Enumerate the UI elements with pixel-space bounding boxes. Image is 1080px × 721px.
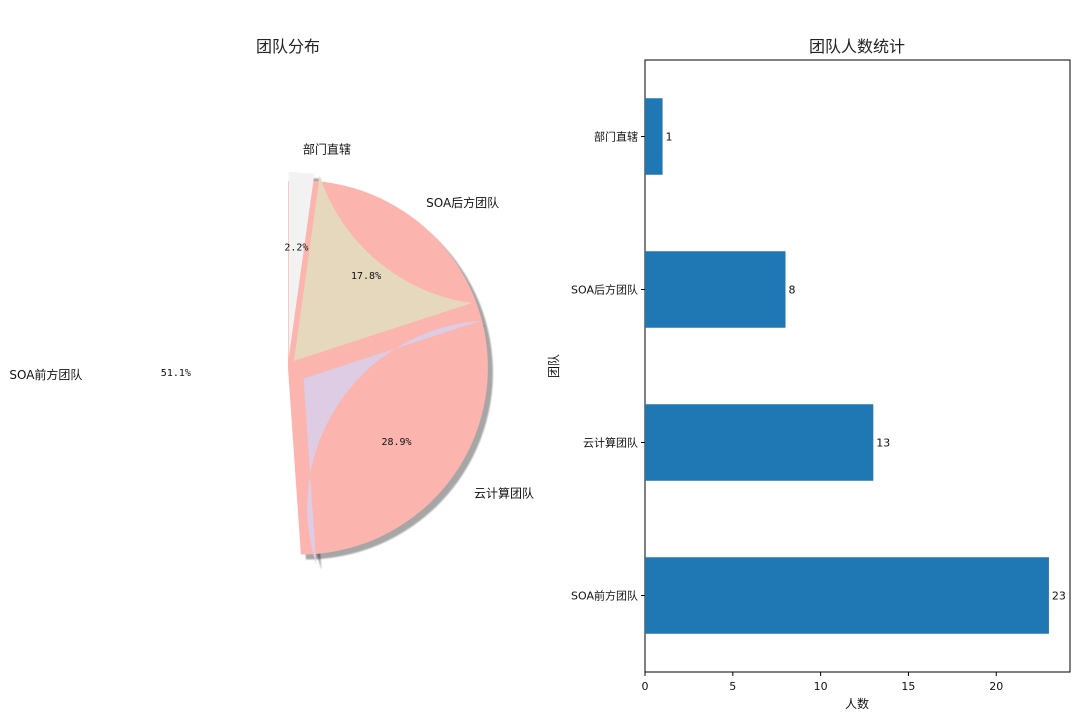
- bar-item-0: [645, 557, 1049, 634]
- bar-chart: 团队人数统计 23 13 8 1 SOA前方团队 云计算团队 SOA后方团队 部门直辖 0 5…: [546, 37, 1071, 711]
- bar-title: 团队人数统计: [809, 37, 905, 56]
- pie-category-label: 云计算团队: [474, 486, 534, 501]
- bar-value-label: 23: [1052, 590, 1066, 603]
- y-tick-label: 部门直辖: [594, 130, 638, 144]
- bar-x-ticks: 0 5 10 15 20: [642, 672, 1003, 693]
- x-tick-label: 10: [814, 680, 828, 693]
- bar-value-label: 1: [666, 131, 673, 144]
- bar-item-1: [645, 404, 874, 481]
- bar-y-axis-label: 团队: [546, 354, 561, 378]
- pie-category-label: SOA前方团队: [9, 367, 82, 382]
- bar-x-axis-label: 人数: [845, 696, 869, 711]
- y-tick-label: SOA后方团队: [571, 283, 638, 297]
- pie-labels: 51.1% SOA前方团队 28.9% 云计算团队 17.8% SOA后方团队 2.2% 部门…: [9, 141, 534, 500]
- bar-value-label: 13: [876, 437, 890, 450]
- x-tick-label: 15: [901, 680, 915, 693]
- pie-slice-item-2: [294, 175, 472, 361]
- pie-slice-item-3: [288, 171, 315, 359]
- bar-bars: 23 13 8 1: [645, 98, 1066, 634]
- x-tick-label: 20: [989, 680, 1003, 693]
- bar-item-2: [645, 251, 786, 328]
- pie-category-label: 部门直辖: [303, 141, 351, 156]
- x-tick-label: 0: [642, 680, 649, 693]
- pie-percent-label: 2.2%: [284, 243, 308, 254]
- pie-category-label: SOA后方团队: [426, 195, 499, 210]
- y-tick-label: 云计算团队: [583, 436, 638, 450]
- pie-percent-label: 51.1%: [161, 368, 191, 379]
- y-tick-label: SOA前方团队: [571, 589, 638, 603]
- pie-title: 团队分布: [256, 37, 320, 56]
- bar-plot-frame: [644, 59, 1071, 673]
- pie-percent-label: 17.8%: [351, 271, 381, 282]
- pie-slices: [288, 171, 488, 566]
- x-tick-label: 5: [729, 680, 736, 693]
- bar-item-3: [645, 98, 663, 175]
- bar-y-ticks: SOA前方团队 云计算团队 SOA后方团队 部门直辖: [571, 130, 645, 603]
- pie-percent-label: 28.9%: [381, 437, 411, 448]
- pie-slice-item-1: [303, 320, 482, 566]
- pie-chart: 团队分布 51.1% SOA前方团队 28.9% 云计算团队 17.8% SOA后方团队 2…: [9, 37, 534, 571]
- bar-value-label: 8: [788, 284, 795, 297]
